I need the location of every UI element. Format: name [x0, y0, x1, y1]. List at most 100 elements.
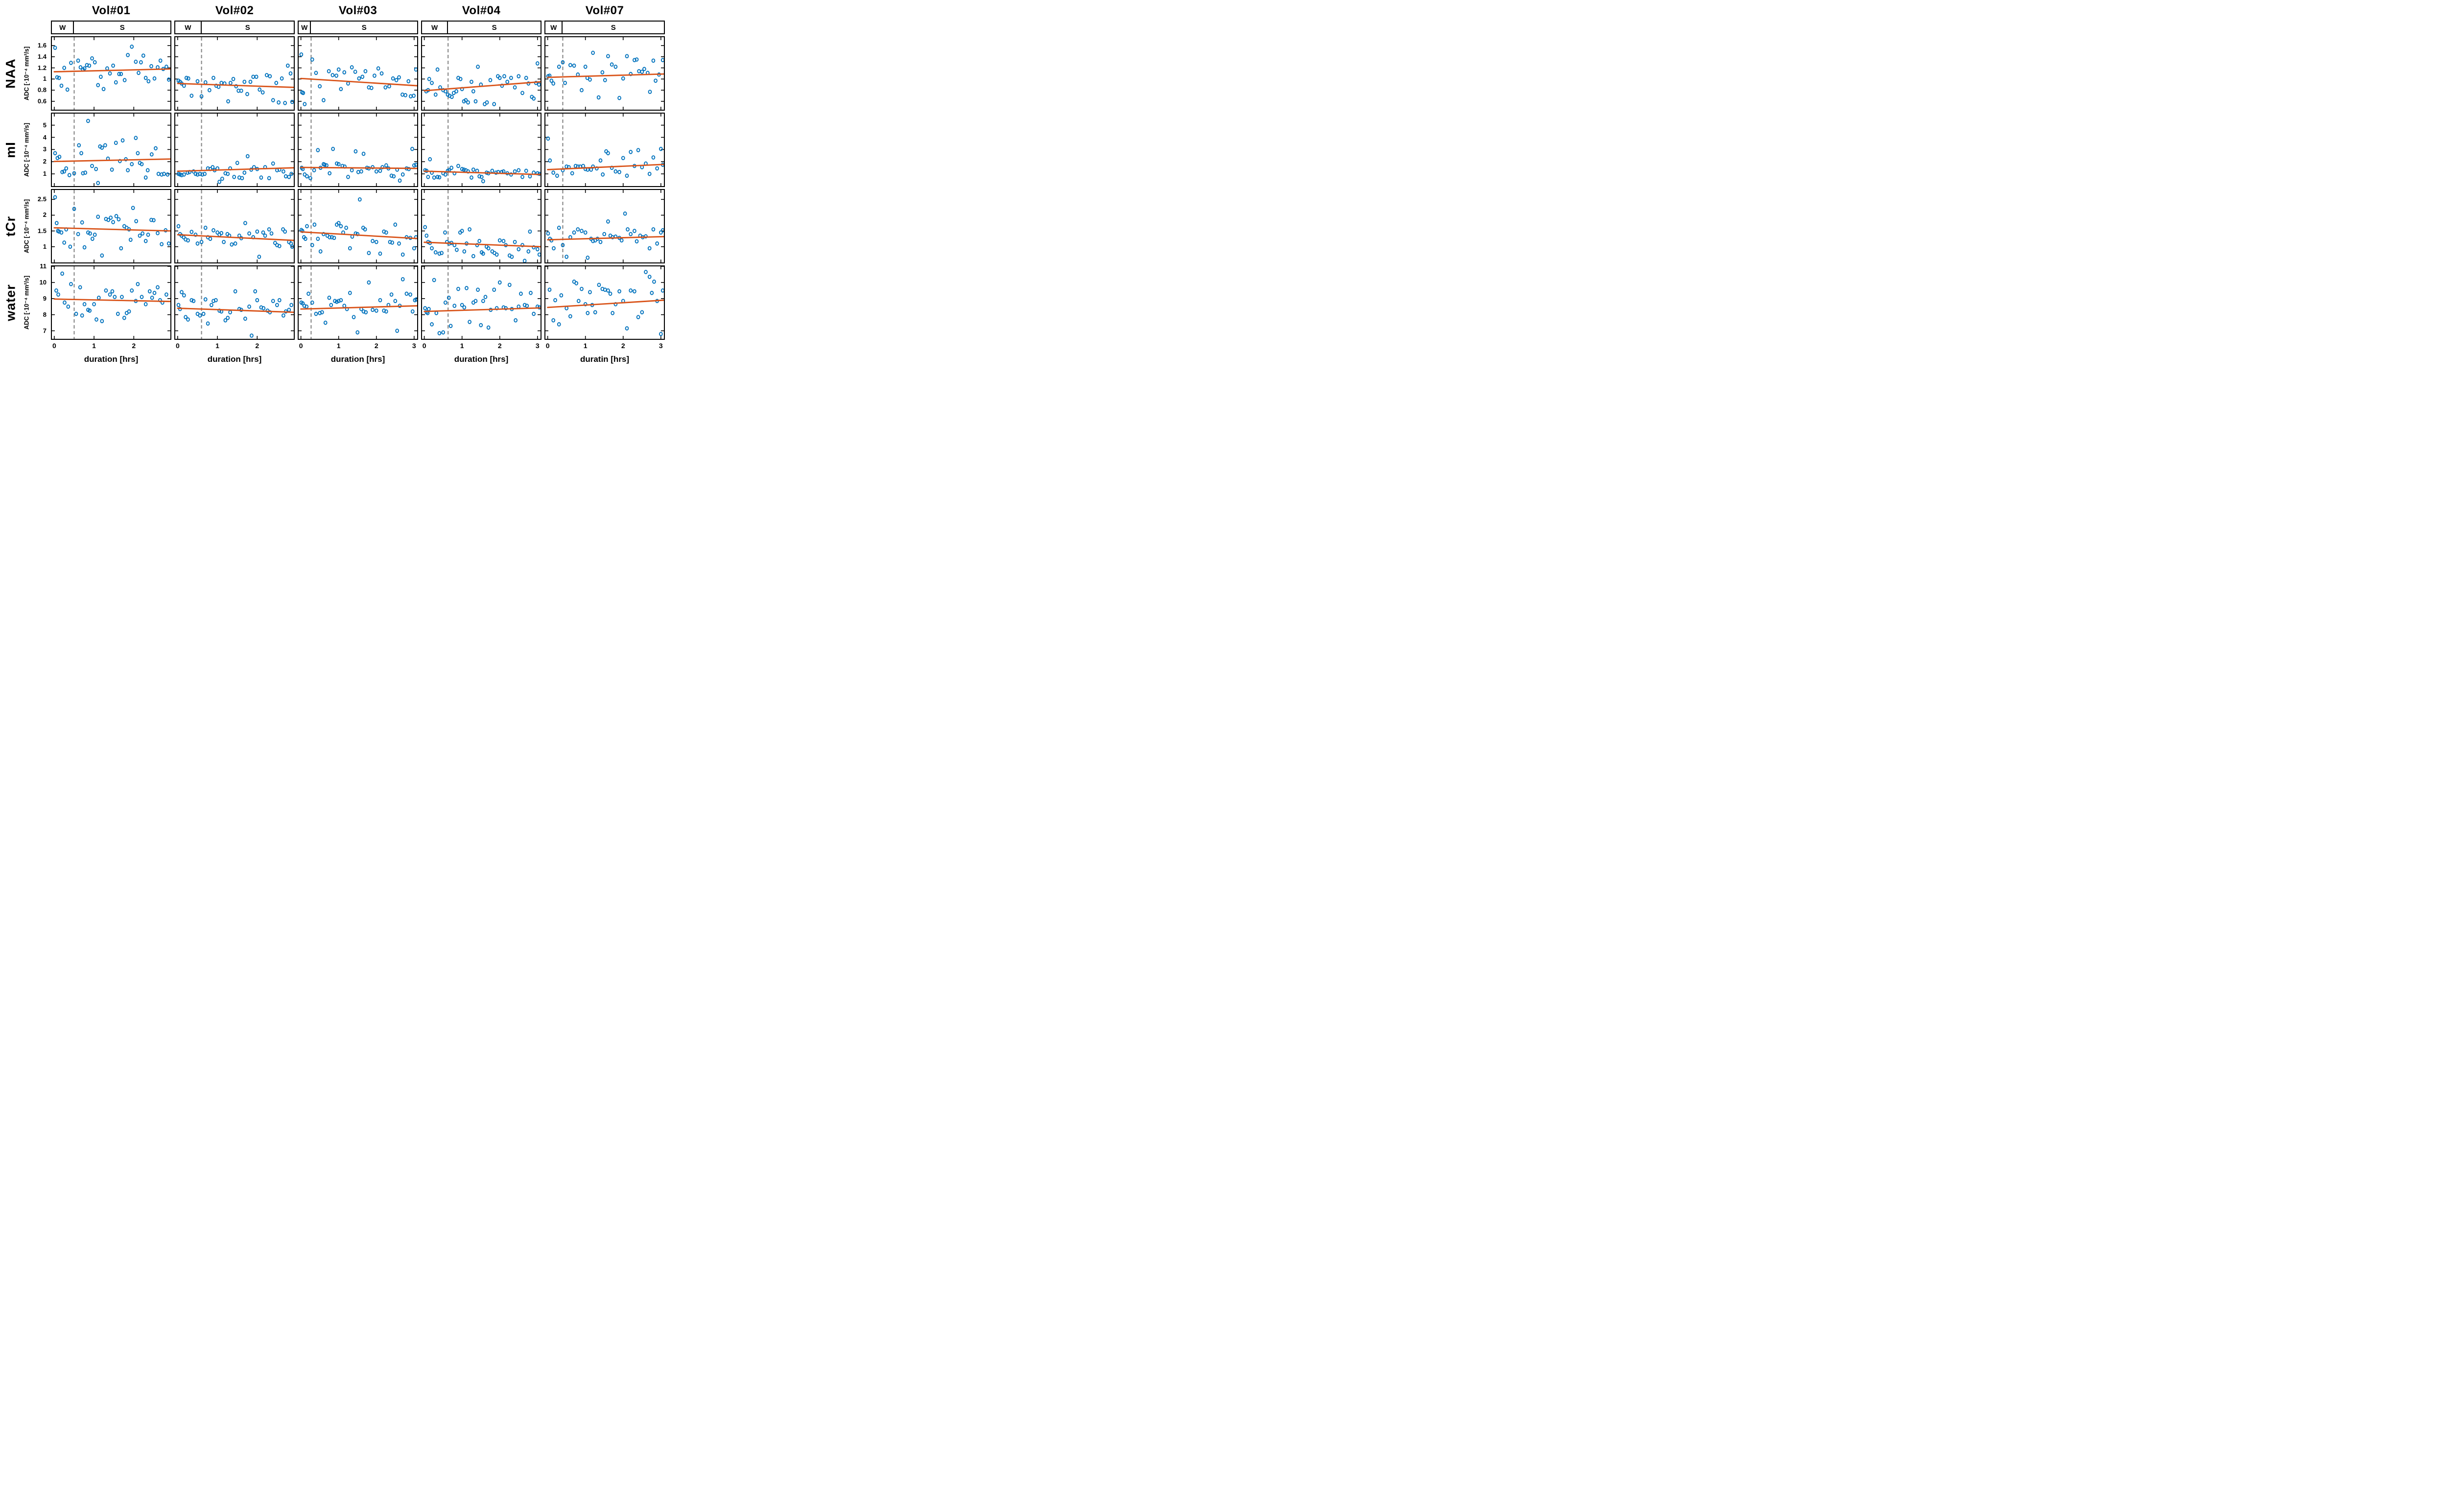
scatter-point: [492, 102, 496, 106]
scatter-point: [255, 229, 259, 234]
scatter-point: [369, 86, 374, 90]
scatter-point: [551, 81, 556, 86]
scatter-point: [363, 227, 367, 232]
tick-marks: [545, 37, 664, 110]
scatter-point: [488, 78, 493, 83]
scatter-point: [126, 168, 130, 173]
scatter-point: [88, 231, 92, 236]
scatter-point: [110, 167, 114, 172]
panel-frame: [51, 113, 171, 187]
tick-marks: [175, 114, 294, 186]
x-tick-label: 1: [583, 342, 588, 350]
scatter-point: [551, 170, 556, 175]
scatter-point: [229, 81, 233, 85]
scatter-point: [93, 60, 97, 65]
scatter-point: [283, 229, 287, 234]
scatter-point: [606, 288, 610, 293]
panel-frame: [174, 265, 295, 340]
scatter-point: [130, 162, 134, 166]
scatter-point: [122, 78, 127, 83]
scatter-point: [359, 169, 363, 174]
scatter-point: [122, 315, 126, 320]
scatter-point: [460, 303, 464, 307]
scatter-point: [447, 295, 451, 300]
scatter-point: [137, 71, 141, 75]
scatter-point: [659, 146, 663, 151]
x-tick-row-vol01: 0 1 2: [51, 342, 171, 352]
scatter-point: [212, 75, 215, 80]
scatter-point: [644, 270, 648, 274]
scatter-point: [519, 291, 523, 296]
panel-frame: [421, 265, 541, 340]
scatter-point: [492, 287, 496, 292]
scatter-points: [176, 289, 293, 338]
scatter-point: [636, 148, 640, 152]
scatter-point: [434, 311, 439, 315]
scatter-point: [507, 283, 512, 287]
scatter-point: [271, 299, 275, 304]
scatter-point: [412, 94, 416, 98]
scatter-point: [501, 169, 506, 174]
scatter-point: [357, 76, 361, 81]
scatter-point: [114, 214, 118, 218]
scatter-point: [66, 304, 71, 309]
scatter-point: [203, 297, 208, 302]
scatter-point: [277, 244, 282, 248]
scatter-point: [134, 136, 138, 141]
scatter-point: [336, 162, 341, 166]
scatter-point: [330, 235, 334, 239]
y-tick-label: 2: [43, 158, 47, 165]
scatter-points: [546, 136, 665, 178]
scatter-point: [60, 170, 64, 174]
scatter-point: [156, 171, 161, 176]
scatter-point: [312, 168, 316, 173]
scatter-point: [250, 333, 254, 338]
scatter-point: [626, 227, 630, 232]
tick-marks: [422, 266, 541, 339]
scatter-point: [644, 234, 648, 238]
wake-section-label: W: [422, 22, 448, 33]
scatter-point: [451, 91, 456, 95]
trend-line: [53, 158, 171, 163]
scatter-point: [152, 290, 157, 295]
scatter-point: [143, 175, 148, 180]
trend-line: [177, 234, 295, 241]
column-title-vol04: Vol#04: [462, 4, 501, 17]
scatter-point: [532, 311, 536, 316]
corner-spacer: [1, 3, 48, 19]
scatter-point: [598, 239, 603, 244]
scatter-point: [568, 235, 572, 239]
y-tick-label: 1.5: [37, 227, 47, 235]
scatter-point: [72, 207, 76, 211]
scatter-point: [150, 295, 154, 300]
scatter-point: [267, 227, 271, 232]
scatter-point: [650, 290, 654, 295]
scatter-point: [546, 231, 550, 236]
scatter-point: [623, 211, 627, 216]
scatter-point: [314, 71, 318, 75]
scatter-point: [371, 165, 375, 169]
scatter-point: [603, 78, 607, 83]
scatter-point: [332, 236, 336, 240]
scatter-point: [462, 249, 467, 254]
scatter-point: [409, 94, 413, 99]
scatter-point: [113, 295, 117, 299]
scatter-point: [203, 225, 208, 230]
scatter-point: [568, 63, 572, 68]
x-tick-label: 3: [535, 342, 540, 350]
scatter-point: [243, 221, 247, 225]
scatter-point: [471, 89, 475, 94]
scatter-point: [642, 67, 646, 71]
scatter-point: [574, 281, 579, 285]
scatter-point: [591, 50, 595, 55]
scatter-point: [647, 171, 652, 176]
scatter-point: [83, 170, 88, 175]
scatter-point: [629, 232, 633, 236]
scatter-point: [64, 166, 69, 171]
scatter-point: [400, 92, 404, 97]
panel-NAA-vol03: [298, 36, 418, 111]
scatter-point: [130, 45, 134, 49]
scatter-point: [180, 290, 184, 294]
